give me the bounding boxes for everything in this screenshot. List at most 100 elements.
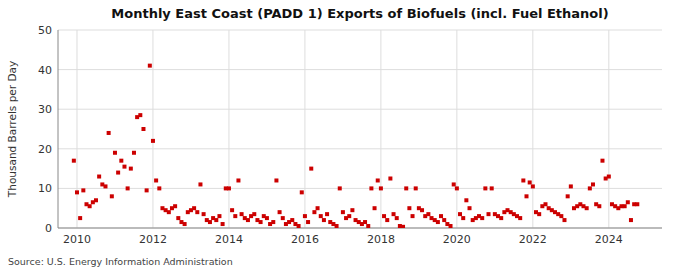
point: [278, 210, 282, 214]
point: [350, 208, 354, 212]
point: [483, 186, 487, 190]
point: [151, 139, 155, 143]
point: [569, 184, 573, 188]
y-grid-line: [58, 69, 662, 70]
point: [316, 206, 320, 210]
point: [259, 220, 263, 224]
point: [600, 159, 604, 163]
point: [274, 178, 278, 182]
point: [233, 214, 237, 218]
x-tick-label: 2018: [367, 233, 395, 246]
point: [303, 214, 307, 218]
x-grid-line: [228, 30, 229, 228]
point: [385, 218, 389, 222]
point: [635, 202, 639, 206]
point: [407, 206, 411, 210]
point: [341, 210, 345, 214]
point: [198, 182, 202, 186]
point: [585, 206, 589, 210]
points: [72, 64, 639, 228]
point: [537, 212, 541, 216]
point: [388, 177, 392, 181]
title: Monthly East Coast (PADD 1) Exports of B…: [111, 6, 608, 21]
x-grid-line: [152, 30, 153, 228]
point: [468, 206, 472, 210]
y-axis-label: Thousand Barrels per Day: [6, 61, 18, 198]
point: [319, 214, 323, 218]
point: [281, 216, 285, 220]
point: [531, 184, 535, 188]
point: [404, 186, 408, 190]
point: [107, 131, 111, 135]
point: [78, 216, 82, 220]
point: [271, 220, 275, 224]
point: [363, 220, 367, 224]
point: [395, 216, 399, 220]
point: [458, 212, 462, 216]
point: [116, 171, 120, 175]
point: [369, 186, 373, 190]
point: [597, 204, 601, 208]
point: [88, 204, 92, 208]
point: [528, 180, 532, 184]
point: [392, 212, 396, 216]
point: [129, 167, 133, 171]
point: [110, 194, 114, 198]
point: [236, 178, 240, 182]
point: [591, 182, 595, 186]
point: [94, 198, 98, 202]
y-grid-line: [58, 228, 662, 229]
point: [217, 214, 221, 218]
point: [208, 220, 212, 224]
point: [126, 186, 130, 190]
point: [297, 224, 301, 228]
point: [230, 208, 234, 212]
point: [306, 220, 310, 224]
point: [559, 214, 563, 218]
point: [176, 216, 180, 220]
point: [366, 224, 370, 228]
x-grid-line: [380, 30, 381, 228]
point: [309, 167, 313, 171]
y-tick-label: 0: [45, 222, 52, 235]
point: [322, 218, 326, 222]
point: [72, 159, 76, 163]
point: [325, 212, 329, 216]
point: [347, 214, 351, 218]
x-tick-label: 2012: [139, 233, 167, 246]
point: [518, 216, 522, 220]
point: [246, 218, 250, 222]
chart: 0102030405020102012201420162018202020222…: [0, 0, 675, 275]
point: [145, 188, 149, 192]
point: [439, 214, 443, 218]
point: [265, 216, 269, 220]
y-tick-label: 10: [38, 182, 52, 195]
point: [414, 186, 418, 190]
point: [195, 210, 199, 214]
point: [113, 151, 117, 155]
point: [122, 165, 126, 169]
source-note: Source: U.S. Energy Information Administ…: [8, 256, 233, 267]
point: [436, 220, 440, 224]
point: [103, 184, 107, 188]
point: [138, 113, 142, 117]
point: [411, 214, 415, 218]
point: [75, 190, 79, 194]
point: [623, 204, 627, 208]
point: [382, 214, 386, 218]
point: [449, 224, 453, 228]
point: [214, 218, 218, 222]
point: [227, 186, 231, 190]
point: [442, 218, 446, 222]
y-tick-label: 20: [38, 143, 52, 156]
y-grid-line: [58, 109, 662, 110]
point: [154, 178, 158, 182]
x-grid-line: [608, 30, 609, 228]
point: [252, 212, 256, 216]
point: [148, 64, 152, 68]
x-tick-label: 2020: [443, 233, 471, 246]
point: [629, 218, 633, 222]
point: [97, 175, 101, 179]
y-axis-line: [58, 30, 59, 228]
point: [157, 186, 161, 190]
